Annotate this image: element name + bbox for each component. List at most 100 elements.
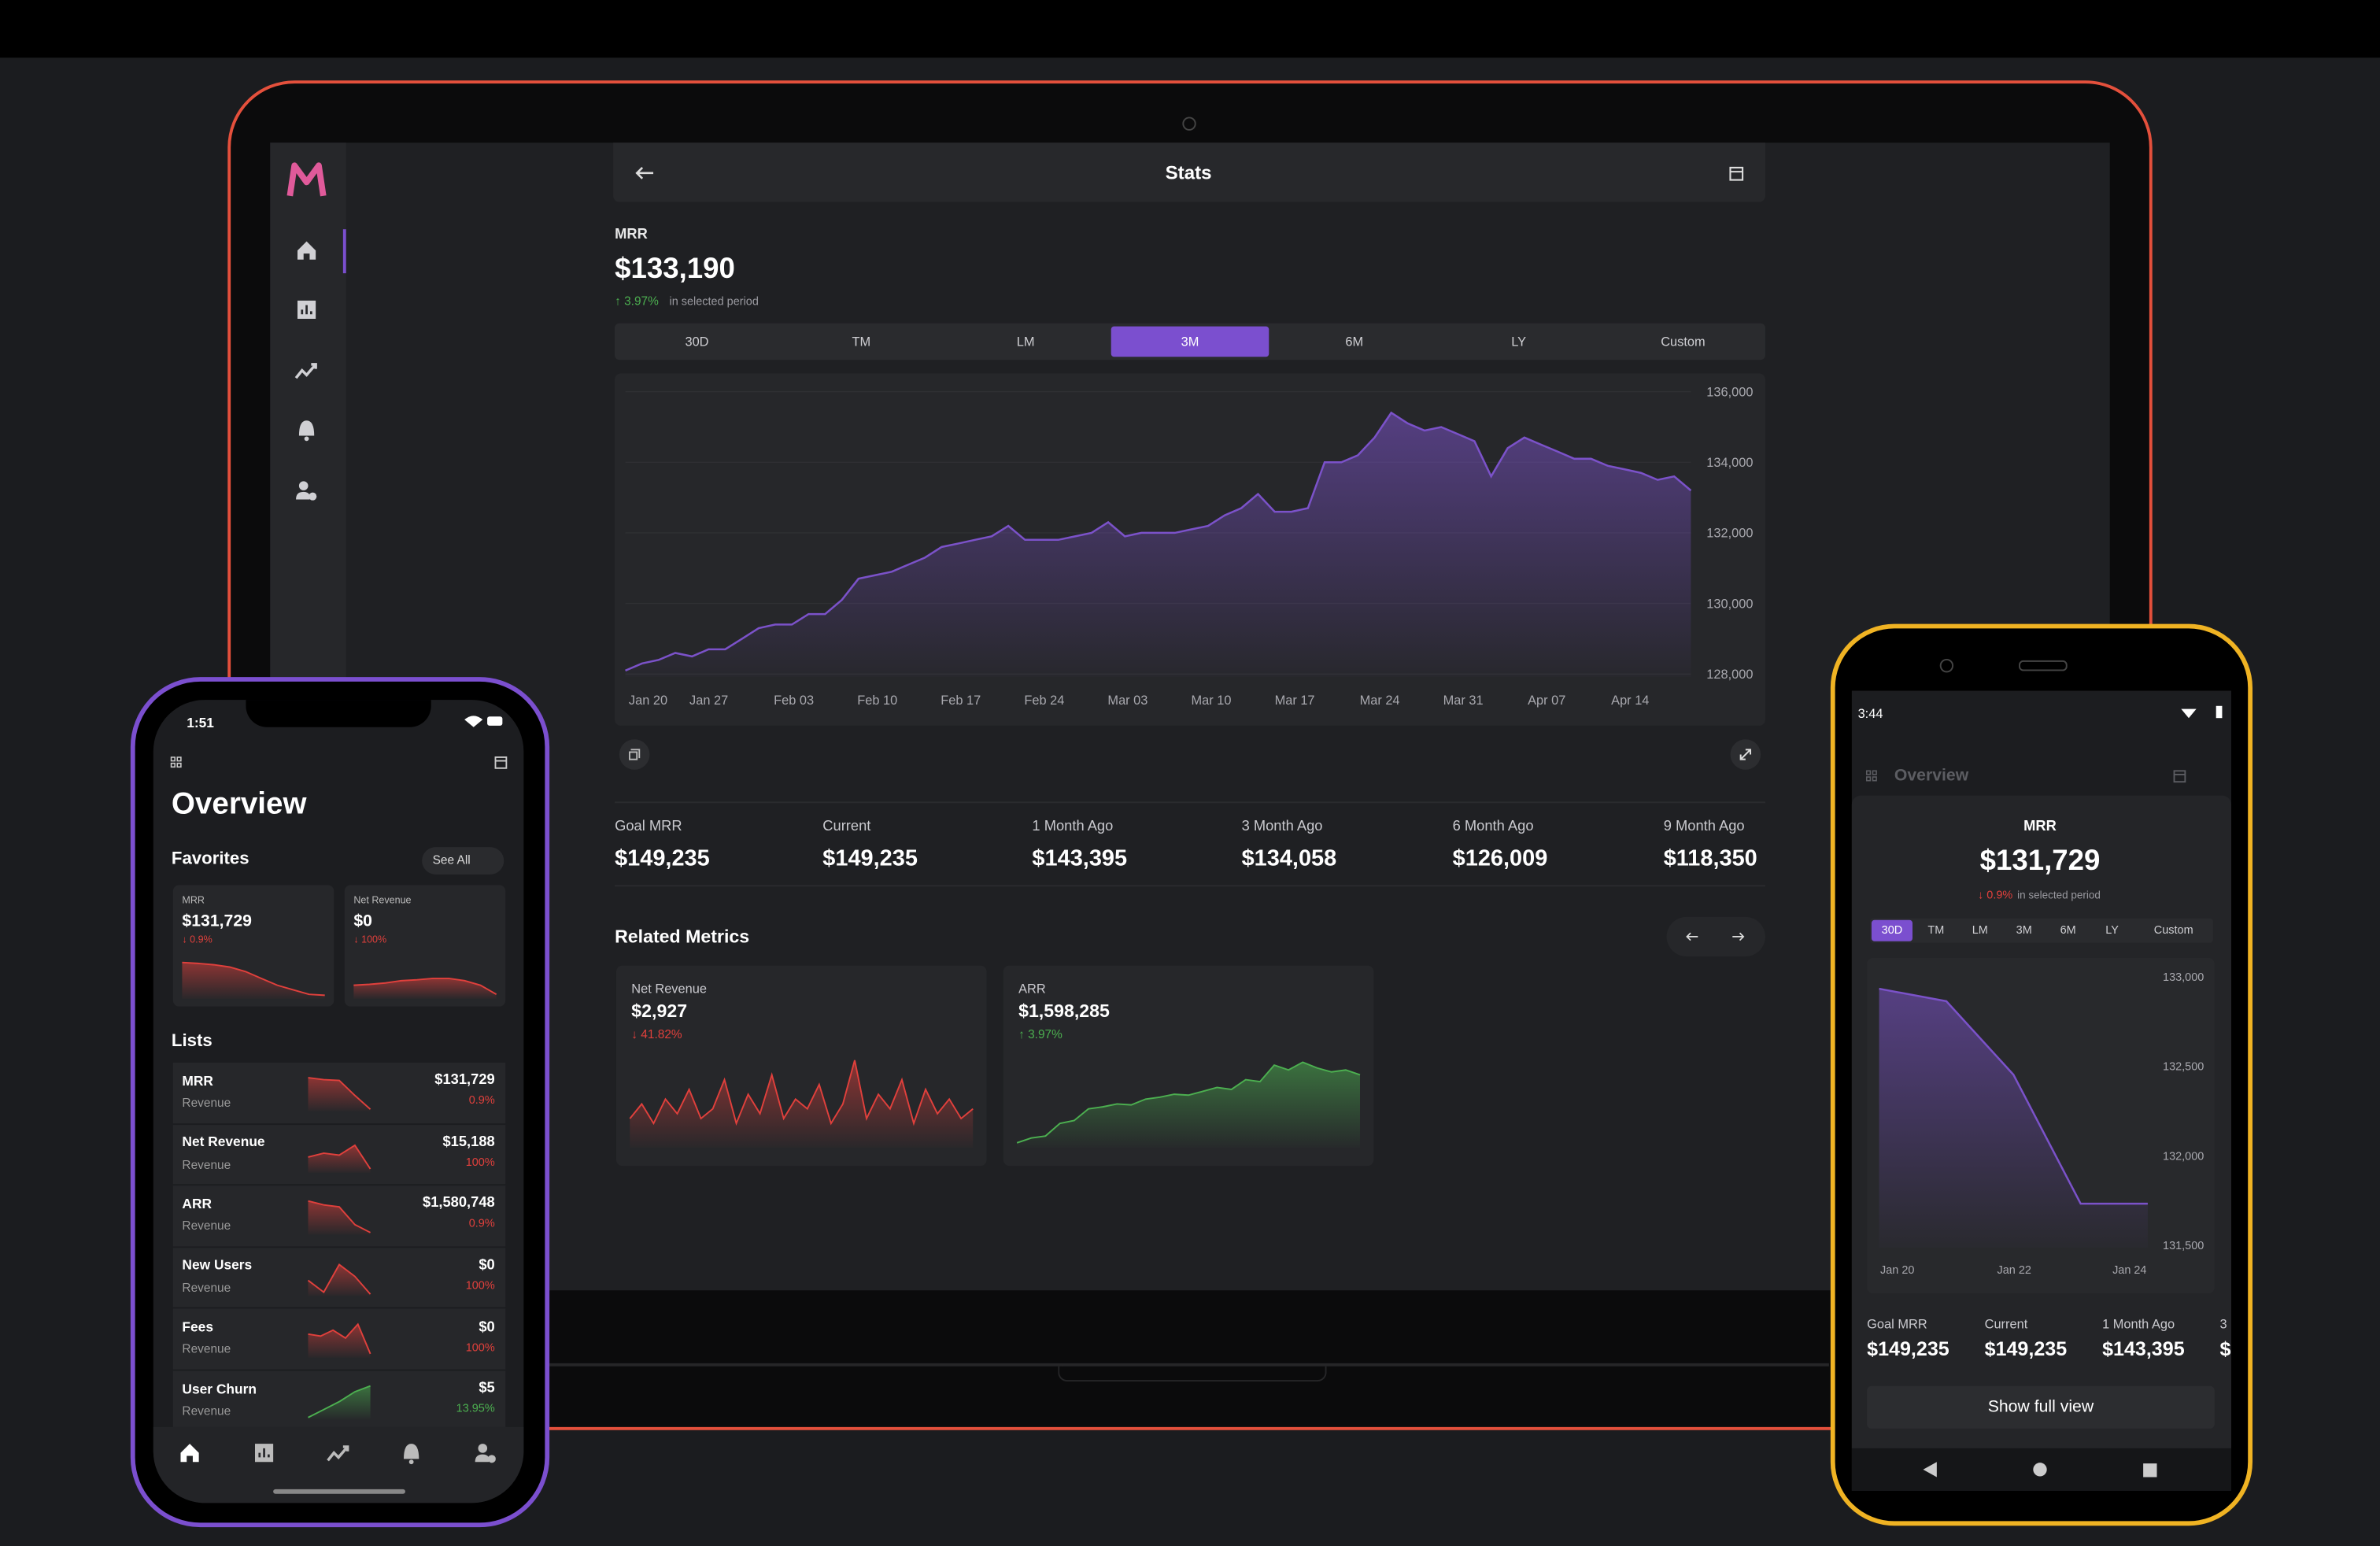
row-name: Fees — [182, 1319, 213, 1335]
android-metric: MRR — [2023, 818, 2057, 836]
range-tab[interactable]: TM — [852, 334, 871, 350]
range-tab[interactable]: 30D — [685, 334, 709, 350]
range-tab[interactable]: 6M — [2060, 923, 2076, 937]
back-icon — [1686, 932, 1698, 941]
y-tick-label: 131,500 — [2163, 1240, 2204, 1252]
copy-button — [619, 739, 650, 770]
area-fill — [182, 962, 325, 999]
area-fill — [308, 1264, 371, 1296]
back-shape — [1686, 932, 1698, 941]
area-fill — [1879, 989, 2148, 1248]
area-fill — [308, 1324, 371, 1358]
area-line — [308, 1077, 371, 1110]
android-camera — [1939, 658, 1954, 673]
row-change: 100% — [465, 1278, 495, 1293]
android-time: 3:44 — [1857, 705, 1883, 721]
row-value: $0 — [479, 1319, 495, 1336]
range-tab[interactable]: 6M — [1345, 334, 1364, 350]
range-tab[interactable]: LY — [2105, 923, 2119, 937]
iphone-title: Overview — [171, 787, 307, 822]
top-bar — [0, 0, 2380, 58]
row-change: 13.95% — [456, 1401, 495, 1415]
fav-name: MRR — [182, 895, 205, 906]
iphone-notch — [246, 700, 431, 727]
grid-shape — [170, 756, 182, 768]
range-tab[interactable]: LY — [1511, 334, 1527, 350]
stat-value: $134,058 — [1241, 845, 1337, 871]
area-line — [1016, 1061, 1361, 1144]
stats-row — [615, 801, 1765, 887]
range-tab[interactable]: Custom — [2153, 923, 2193, 937]
user-icon — [296, 481, 317, 501]
stat-value: $118,350 — [1663, 845, 1757, 871]
android-battery — [2216, 705, 2223, 719]
bell-dot — [408, 1459, 414, 1465]
row-value: $5 — [479, 1380, 495, 1397]
cal-icon — [2173, 770, 2186, 783]
stat-value: $149,235 — [1867, 1337, 1949, 1360]
range-tab[interactable]: LM — [1016, 334, 1035, 350]
metric-value: $133,190 — [615, 253, 735, 285]
gear — [487, 1455, 496, 1463]
grid-shape — [1865, 770, 1877, 782]
see-all[interactable]: See All — [422, 847, 504, 875]
bell-shape — [298, 420, 315, 436]
range-tab[interactable]: Custom — [1661, 334, 1706, 350]
x-tick-label: Mar 10 — [1192, 693, 1232, 708]
stat-label: Goal MRR — [615, 818, 682, 836]
row-name: MRR — [182, 1072, 213, 1088]
android-speaker — [2018, 660, 2068, 671]
row-value: $15,188 — [442, 1134, 495, 1151]
range-tab[interactable]: TM — [1927, 923, 1945, 937]
range-tab[interactable]: 3M — [1111, 326, 1269, 357]
stat-value: $126,009 — [1452, 845, 1548, 871]
stat-label: 1 Month Ago — [2102, 1316, 2175, 1332]
laptop-notch — [1058, 1366, 1327, 1381]
trend-icon — [327, 1445, 349, 1462]
home-indicator — [273, 1489, 405, 1494]
area-line — [1879, 987, 2148, 1205]
area-line — [308, 1322, 371, 1355]
range-tab[interactable]: LM — [1972, 923, 1988, 937]
x-tick-label: Jan 20 — [629, 693, 667, 708]
row-group: Revenue — [182, 1219, 231, 1233]
metric-label: MRR — [615, 226, 648, 244]
row-group: Revenue — [182, 1281, 231, 1295]
range-tab[interactable]: 3M — [2016, 923, 2032, 937]
stat-value: $143,395 — [2102, 1337, 2185, 1360]
area-line — [629, 1060, 974, 1126]
nav-home — [2033, 1463, 2047, 1477]
home-icon — [297, 241, 316, 260]
range-tab[interactable]: 30D — [1871, 919, 1913, 941]
android-button[interactable]: Show full view — [1867, 1385, 2215, 1429]
trend-shape — [294, 363, 317, 379]
cal-shape — [1729, 166, 1744, 181]
x-tick-label: Feb 03 — [774, 693, 814, 708]
iphone-time: 1:51 — [187, 714, 214, 730]
row-group: Revenue — [182, 1342, 231, 1356]
bell-icon — [403, 1444, 419, 1465]
header-bar — [613, 142, 1765, 202]
area-line — [308, 1385, 371, 1418]
row-value: $131,729 — [434, 1072, 495, 1089]
stat-label: 6 Month Ago — [1452, 818, 1534, 836]
nav-back — [1923, 1462, 1937, 1478]
area-line — [307, 1263, 371, 1295]
header-title: Stats — [1165, 161, 1212, 183]
area-fill — [308, 1385, 371, 1420]
stat-value: $134,058 — [2219, 1337, 2231, 1360]
metric-change: ↑ 3.97% — [615, 294, 659, 309]
x-tick-label: Mar 24 — [1360, 693, 1400, 708]
row-name: New Users — [182, 1257, 253, 1273]
chart-shape — [301, 305, 312, 315]
home-shape — [297, 241, 316, 260]
fav-name: Net Revenue — [353, 895, 412, 906]
card-change: ↓ 41.82% — [631, 1027, 682, 1041]
wifi — [464, 716, 483, 727]
cal-icon — [494, 756, 508, 769]
area-line — [182, 961, 325, 997]
fav-value: $0 — [353, 912, 372, 930]
stat-label: Goal MRR — [1867, 1316, 1927, 1332]
home-icon — [180, 1444, 199, 1463]
fav-change: ↓ 100% — [353, 934, 387, 946]
